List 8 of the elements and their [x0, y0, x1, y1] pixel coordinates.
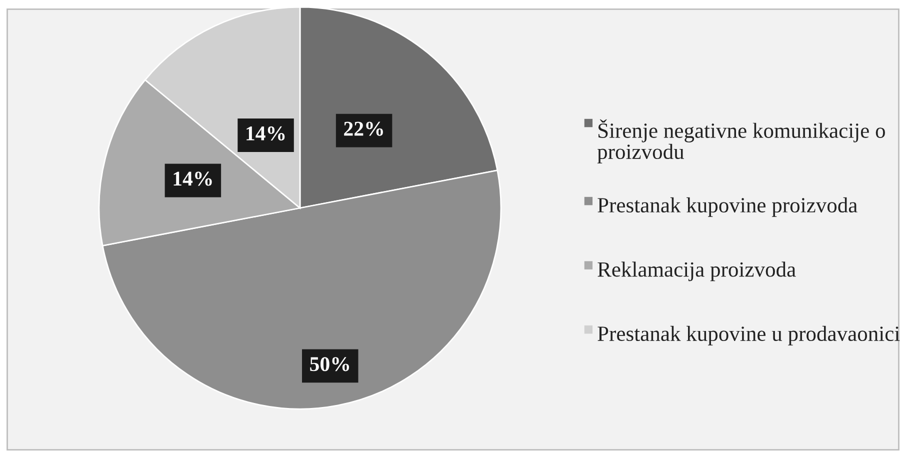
data-label: 22% [344, 122, 383, 136]
legend-label: Prestanak kupovine u prodavaonici [598, 326, 900, 346]
data-label: 14% [246, 126, 285, 141]
legend-label: Reklamacija proizvoda [598, 262, 796, 282]
data-label: 50% [310, 357, 350, 372]
data-label: 14% [174, 172, 212, 186]
legend-label: Prestanak kupovine proizvoda [598, 197, 858, 217]
legend-label: Širenje negativne komunikacije o proizvodu [597, 119, 885, 164]
